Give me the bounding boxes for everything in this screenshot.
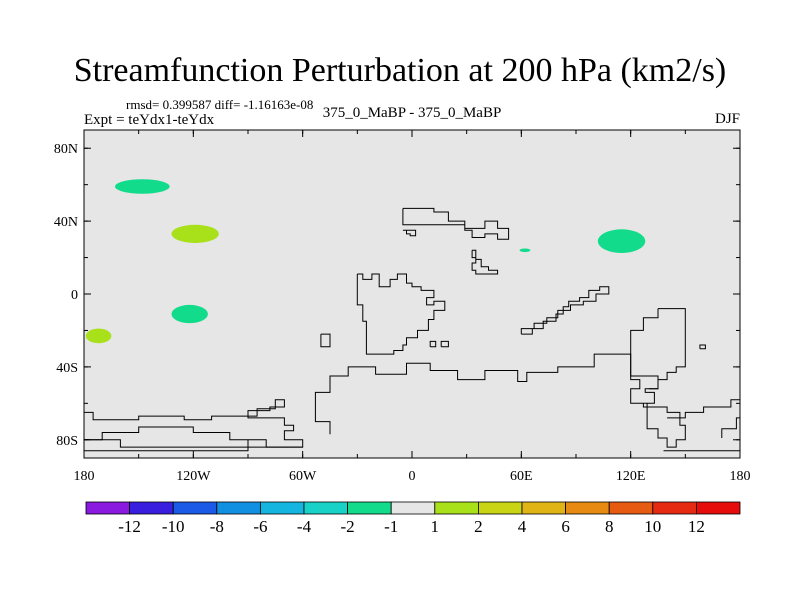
colorbar: -12 -10 -8 -6 -4 -2 -1 1 2 4 6 8 10 12 xyxy=(85,501,741,536)
coastline-16 xyxy=(667,399,740,419)
y-tick-label: 40N xyxy=(54,215,78,230)
colorbar-label: 12 xyxy=(688,517,705,536)
colorbar-swatch xyxy=(477,501,523,515)
colorbar-label: 2 xyxy=(474,517,483,536)
colorbar-label: -2 xyxy=(341,517,355,536)
anomaly-layer xyxy=(85,179,646,344)
coastline-0 xyxy=(402,207,510,240)
colorbar-swatch xyxy=(390,501,436,515)
coastline-7 xyxy=(520,286,610,335)
coastline-13 xyxy=(721,417,740,438)
y-tick-label: 80S xyxy=(56,434,78,449)
colorbar-label: -1 xyxy=(384,517,398,536)
coastline-4 xyxy=(320,333,331,348)
chart-title: Streamfunction Perturbation at 200 hPa (… xyxy=(73,52,727,89)
tick-layer: 180 120W 60W 0 60E 120E 180 80N 40N 0 40S 80S xyxy=(54,130,751,484)
coastline-6 xyxy=(440,340,449,348)
coastline-14 xyxy=(84,439,249,452)
colorbar-swatch xyxy=(521,501,566,515)
x-tick-label: 120E xyxy=(616,469,646,484)
coastline-1 xyxy=(402,229,417,237)
season-label: DJF xyxy=(714,111,740,127)
coastline-2 xyxy=(471,249,499,275)
colorbar-label: 1 xyxy=(431,517,440,536)
x-tick-label: 60E xyxy=(510,469,533,484)
colorbar-label: 6 xyxy=(561,517,570,536)
colorbar-swatch xyxy=(696,501,741,515)
x-tick-label: 180 xyxy=(730,469,751,484)
run-label: 375_0_MaBP - 375_0_MaBP xyxy=(322,105,502,121)
colorbar-swatch xyxy=(652,501,697,515)
anomaly-region-5 xyxy=(519,248,531,253)
coastline-3 xyxy=(356,273,446,355)
colorbar-label: -4 xyxy=(297,517,312,536)
colorbar-label: -6 xyxy=(253,517,267,536)
y-tick-label: 0 xyxy=(71,288,78,303)
coastline-8 xyxy=(630,308,686,448)
experiment-label: Expt = teYdx1-teYdx xyxy=(84,112,215,128)
y-tick-label: 40S xyxy=(56,361,78,376)
anomaly-region-2 xyxy=(171,304,208,324)
anomaly-region-3 xyxy=(85,328,112,344)
colorbar-swatch xyxy=(303,501,348,515)
colorbar-label: 10 xyxy=(644,517,661,536)
anomaly-region-1 xyxy=(171,224,219,243)
map-background xyxy=(84,130,740,458)
colorbar-label: 8 xyxy=(605,517,614,536)
x-tick-label: 60W xyxy=(289,469,317,484)
colorbar-swatch xyxy=(85,501,130,515)
x-tick-label: 180 xyxy=(74,469,95,484)
stats-text: rmsd= 0.399587 diff= -1.16163e-08 xyxy=(126,97,314,112)
colorbar-label: -10 xyxy=(162,517,185,536)
colorbar-swatch xyxy=(434,501,479,515)
x-tick-label: 0 xyxy=(409,469,416,484)
coastline-11 xyxy=(314,353,659,435)
colorbar-label: 4 xyxy=(518,517,527,536)
colorbar-swatch xyxy=(608,501,654,515)
coastline-10 xyxy=(84,399,304,448)
colorbar-swatch xyxy=(259,501,305,515)
colorbar-label: -12 xyxy=(118,517,141,536)
colorbar-label: -8 xyxy=(210,517,224,536)
coastline-9 xyxy=(699,344,706,350)
coastline-12 xyxy=(84,439,303,448)
x-tick-label: 120W xyxy=(176,469,211,484)
colorbar-swatch xyxy=(172,501,218,515)
colorbar-swatch xyxy=(347,501,392,515)
coastline-5 xyxy=(429,340,437,348)
colorbar-swatch xyxy=(565,501,610,515)
anomaly-region-0 xyxy=(114,179,170,194)
colorbar-swatch xyxy=(216,501,261,515)
anomaly-region-4 xyxy=(597,229,646,253)
y-tick-label: 80N xyxy=(54,142,78,157)
coastline-layer xyxy=(84,207,740,452)
colorbar-swatch xyxy=(129,501,174,515)
